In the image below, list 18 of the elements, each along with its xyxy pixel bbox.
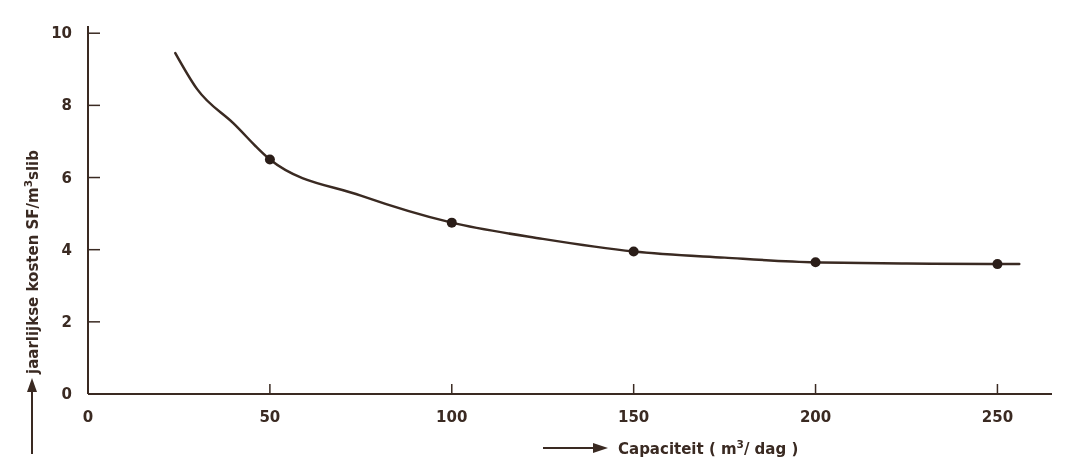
x-axis-title: Capaciteit ( m$^{3}$/ dag ) — [618, 438, 799, 458]
y-tick-label: 8 — [61, 96, 72, 115]
x-tick-label: 200 — [799, 408, 832, 426]
point — [810, 257, 821, 268]
point — [992, 259, 1003, 270]
point — [628, 246, 639, 257]
y-tick-label: 4 — [61, 240, 72, 259]
x-tick-label: 50 — [259, 408, 281, 426]
x-tick-label: 250 — [981, 408, 1014, 426]
x-tick-label: 0 — [82, 408, 94, 426]
y-tick-label: 6 — [61, 168, 72, 187]
y-tick-label: 2 — [61, 312, 72, 331]
point — [446, 217, 457, 228]
x-tick-label: 100 — [436, 408, 468, 426]
x-tick-label: 150 — [618, 408, 650, 426]
point — [264, 154, 275, 165]
y-tick-label: 0 — [61, 385, 72, 403]
y-tick-label: 10 — [51, 24, 72, 43]
